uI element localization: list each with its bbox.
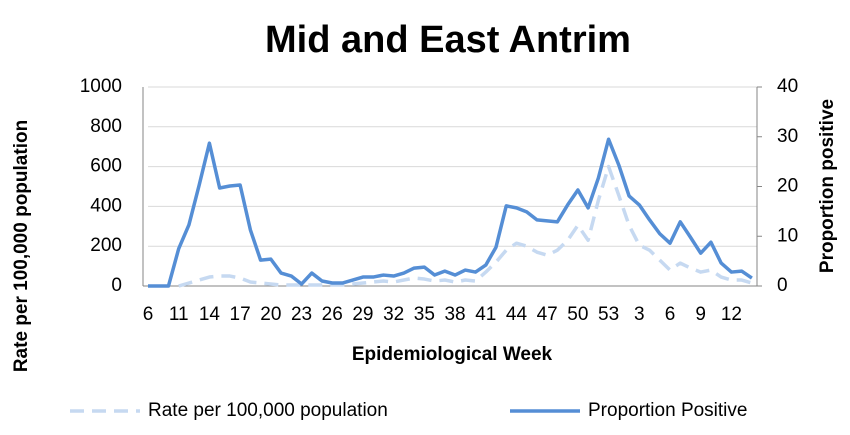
y-axis-title: Rate per 100,000 population bbox=[11, 120, 32, 372]
x-tick-label: 41 bbox=[475, 304, 496, 325]
y2-tick-label: 40 bbox=[777, 76, 798, 97]
x-tick-label: 26 bbox=[322, 304, 343, 325]
x-tick-label: 44 bbox=[506, 304, 528, 325]
x-tick-label: 6 bbox=[665, 304, 676, 325]
x-tick-label: 23 bbox=[291, 304, 312, 325]
y-tick-label: 600 bbox=[90, 156, 122, 177]
y-tick-label: 1000 bbox=[80, 76, 122, 97]
y2-tick-label: 30 bbox=[777, 126, 798, 147]
x-tick-label: 35 bbox=[414, 304, 435, 325]
y2-axis-title: Proportion positive bbox=[817, 99, 838, 273]
x-tick-label: 12 bbox=[721, 304, 742, 325]
y-tick-label: 400 bbox=[90, 195, 122, 216]
legend-label: Proportion Positive bbox=[588, 400, 747, 421]
x-tick-label: 50 bbox=[567, 304, 588, 325]
x-tick-label: 32 bbox=[383, 304, 404, 325]
x-tick-label: 47 bbox=[537, 304, 558, 325]
x-tick-label: 53 bbox=[598, 304, 619, 325]
x-axis-title: Epidemiological Week bbox=[352, 344, 553, 365]
series-line bbox=[178, 164, 753, 288]
y-tick-label: 200 bbox=[90, 235, 122, 256]
legend-label: Rate per 100,000 population bbox=[148, 400, 388, 421]
y2-tick-label: 0 bbox=[777, 275, 788, 296]
x-tick-label: 3 bbox=[634, 304, 645, 325]
x-tick-label: 9 bbox=[695, 304, 706, 325]
chart-title: Mid and East Antrim bbox=[265, 19, 631, 61]
x-tick-label: 14 bbox=[199, 304, 221, 325]
x-tick-label: 17 bbox=[230, 304, 251, 325]
x-tick-label: 6 bbox=[143, 304, 154, 325]
x-tick-label: 29 bbox=[352, 304, 373, 325]
y-tick-label: 800 bbox=[90, 116, 122, 137]
x-tick-label: 11 bbox=[169, 304, 189, 325]
y-tick-label: 0 bbox=[111, 275, 122, 296]
y2-tick-label: 20 bbox=[777, 176, 798, 197]
x-tick-label: 38 bbox=[444, 304, 465, 325]
x-tick-label: 20 bbox=[260, 304, 281, 325]
y2-tick-label: 10 bbox=[777, 225, 798, 246]
series-line bbox=[148, 137, 753, 288]
